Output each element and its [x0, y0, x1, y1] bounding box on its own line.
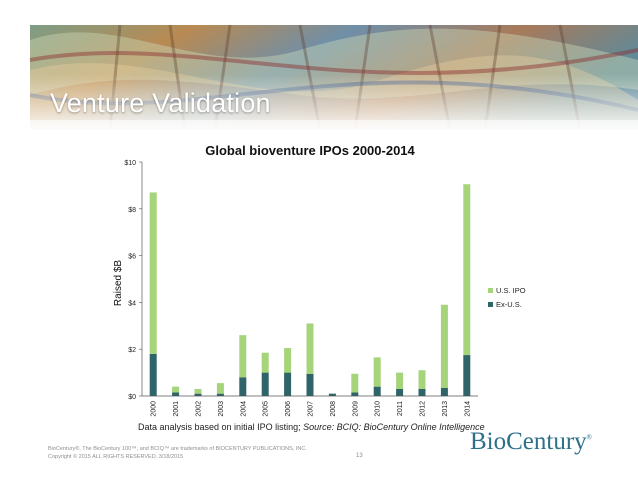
y-tick-label: $6 [128, 254, 136, 261]
y-tick-label: $0 [128, 394, 136, 401]
page-number: 13 [356, 453, 363, 459]
bar-segment-ex-u-s [440, 387, 448, 396]
x-tick-label: 2000 [151, 401, 158, 417]
bar-segment-u-s-ipo [396, 372, 404, 389]
bar-segment-ex-u-s [396, 388, 404, 396]
bar-segment-ex-u-s [194, 393, 202, 396]
bar-segment-ex-u-s [261, 372, 269, 396]
x-tick-label: 2006 [285, 401, 292, 417]
legend-swatch [488, 288, 493, 293]
x-tick-label: 2007 [308, 401, 315, 417]
bar-segment-ex-u-s [239, 377, 247, 396]
legend-swatch [488, 302, 493, 307]
brand-mark: ® [586, 433, 592, 442]
brand-logo: BioCentury® [470, 428, 592, 456]
footer-copyright: Copyright © 2015 ALL RIGHTS RESERVED. 3/… [48, 454, 184, 460]
brand-name: BioCentury [470, 428, 587, 455]
bar-segment-u-s-ipo [373, 357, 381, 387]
bar-segment-u-s-ipo [284, 348, 292, 373]
y-tick-label: $10 [124, 160, 136, 167]
bar-segment-ex-u-s [216, 393, 224, 396]
bar-segment-u-s-ipo [306, 323, 314, 374]
x-tick-label: 2009 [352, 401, 359, 417]
x-tick-label: 2011 [397, 401, 404, 416]
bar-segment-u-s-ipo [194, 388, 202, 394]
x-tick-label: 2008 [330, 401, 337, 417]
bar-segment-ex-u-s [172, 392, 180, 396]
x-tick-label: 2005 [263, 401, 270, 417]
bar-segment-u-s-ipo [239, 335, 247, 378]
bar-segment-u-s-ipo [440, 304, 448, 388]
source-italic: Source: BCIQ: BioCentury Online Intellig… [303, 422, 485, 432]
bar-segment-ex-u-s [463, 355, 471, 396]
x-tick-label: 2004 [240, 401, 247, 417]
y-axis-label: Raised $B [113, 260, 124, 306]
y-tick-label: $2 [128, 347, 136, 354]
slide-title: Venture Validation [50, 88, 271, 118]
x-tick-label: 2002 [196, 401, 203, 417]
bar-segment-u-s-ipo [149, 192, 157, 354]
x-tick-label: 2012 [420, 401, 427, 417]
source-prefix: Data analysis based on initial IPO listi… [138, 422, 304, 432]
bar-segment-ex-u-s [284, 372, 292, 396]
axes [141, 162, 478, 397]
bars [149, 184, 471, 396]
x-tick-label: 2003 [218, 401, 225, 417]
chart-title: Global bioventure IPOs 2000-2014 [205, 143, 415, 158]
bar-segment-ex-u-s [306, 373, 314, 396]
x-tick-label: 2001 [173, 401, 180, 417]
bar-segment-u-s-ipo [172, 386, 180, 393]
legend-label: U.S. IPO [496, 286, 526, 295]
x-axis-ticks: 2000 2001 2002 2003 2004 2005 2006 2007 2008 2009… [151, 401, 472, 417]
bar-segment-ex-u-s [373, 386, 381, 396]
bar-segment-ex-u-s [418, 388, 426, 396]
bar-segment-u-s-ipo [351, 373, 359, 393]
x-tick-label: 2013 [442, 401, 449, 417]
bar-segment-u-s-ipo [261, 352, 269, 373]
footer-trademark: BioCentury®, The BioCentury 100™, and BC… [48, 446, 307, 452]
legend: U.S. IPO Ex-U.S. [488, 286, 526, 309]
bar-segment-u-s-ipo [418, 370, 426, 389]
x-tick-label: 2014 [464, 401, 471, 417]
legend-label: Ex-U.S. [496, 300, 522, 309]
banner-artwork [0, 0, 638, 135]
y-axis-ticks: $0 $2 $4 $6 $8 $10 [124, 160, 142, 401]
bar-segment-ex-u-s [149, 353, 157, 396]
bar-segment-u-s-ipo [216, 383, 224, 394]
x-tick-label: 2010 [375, 401, 382, 417]
header-banner: Venture Validation [0, 0, 638, 135]
bar-segment-ex-u-s [328, 393, 336, 396]
bar-segment-ex-u-s [351, 392, 359, 396]
y-tick-label: $8 [128, 207, 136, 214]
chart-source-note: Data analysis based on initial IPO listi… [138, 422, 485, 432]
bar-segment-u-s-ipo [463, 184, 471, 356]
y-tick-label: $4 [128, 300, 136, 307]
